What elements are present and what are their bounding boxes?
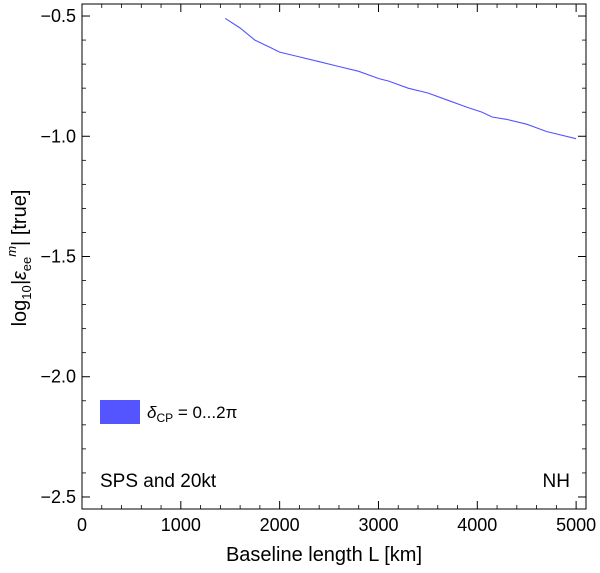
x-axis-label: Baseline length L [km] (226, 544, 422, 566)
data-series (225, 17, 577, 140)
y-label-eps-sup: m (4, 246, 19, 257)
y-label-eps: |ε (9, 270, 31, 285)
y-label-log-sub: 10 (19, 285, 34, 299)
annotation-right: NH (543, 471, 570, 492)
x-tick-label: 0 (77, 515, 87, 535)
y-tick-label: −2.5 (40, 487, 76, 507)
axis-tick-labels: 0 1000 2000 3000 4000 5000 −0.5 −1.0 −1.5 −2.0 −2.… (40, 6, 596, 535)
y-label-eps-sub: ee (19, 257, 34, 271)
y-axis-label: log10|εeem| [true] (4, 190, 34, 327)
legend-swatch (100, 400, 140, 424)
x-tick-label: 3000 (358, 515, 398, 535)
legend-delta: δ (147, 403, 157, 422)
x-tick-label: 5000 (556, 515, 596, 535)
legend-label: δCP = 0...2π (147, 403, 237, 425)
axis-ticks (81, 4, 586, 509)
y-tick-label: −0.5 (40, 6, 76, 26)
y-label-log: log (9, 300, 31, 327)
y-tick-label: −1.5 (40, 247, 76, 267)
x-tick-label: 1000 (161, 515, 201, 535)
y-tick-label: −2.0 (40, 367, 76, 387)
annotation-left: SPS and 20kt (100, 471, 217, 492)
series-line (225, 17, 577, 140)
legend-rest: = 0...2π (173, 403, 237, 422)
legend-sub: CP (156, 411, 173, 425)
y-label-rest: | [true] (9, 190, 31, 246)
plot-frame (81, 3, 587, 510)
y-tick-label: −1.0 (40, 126, 76, 146)
x-tick-label: 2000 (260, 515, 300, 535)
x-tick-label: 4000 (457, 515, 497, 535)
